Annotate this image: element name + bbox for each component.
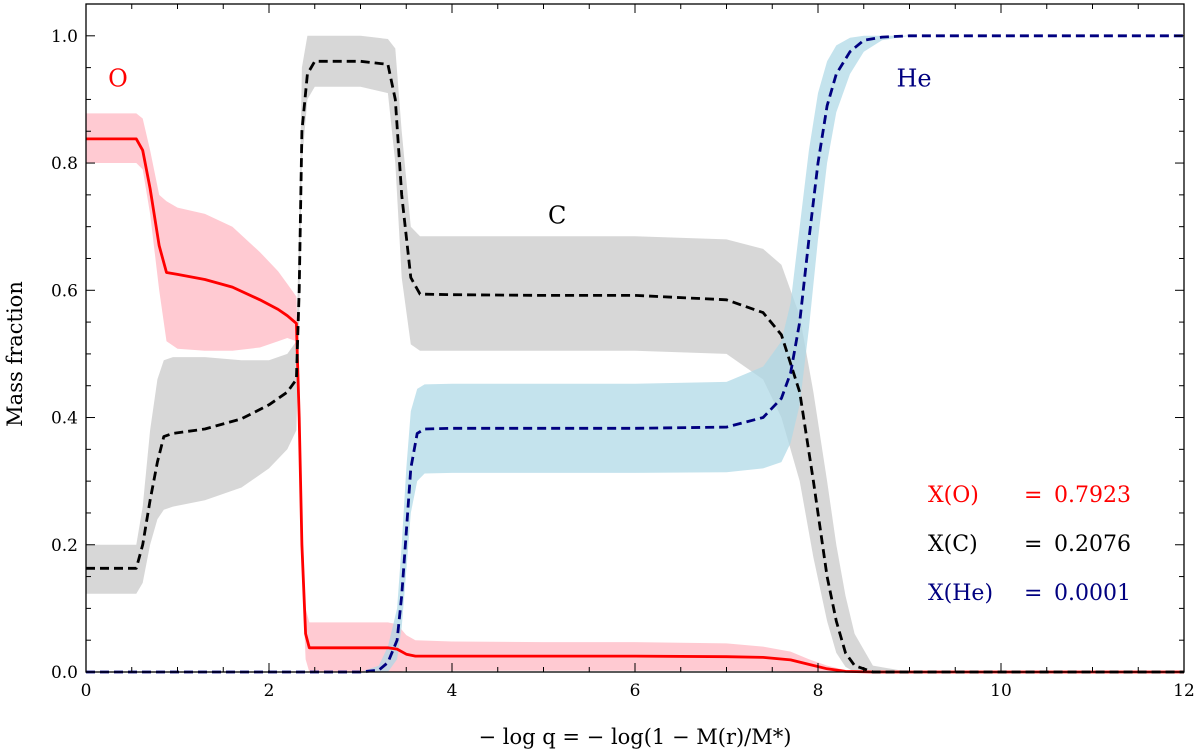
y-axis-title: Mass fraction: [3, 281, 27, 427]
x-tick-label: 2: [264, 681, 275, 701]
x-axis-title: − log q = − log(1 − M(r)/M*): [479, 725, 792, 749]
legend-value-x-o: 0.7923: [1054, 483, 1131, 508]
line-c: [86, 59, 1184, 674]
legend-name-x-he: X(He): [928, 581, 993, 606]
x-tick-label: 6: [630, 681, 641, 701]
y-tick-label: 0.0: [51, 663, 78, 683]
y-tick-label: 0.8: [51, 154, 78, 174]
y-tick-label: 0.2: [51, 536, 78, 556]
legend-equals: =: [1024, 483, 1042, 508]
element-labels: O C He: [108, 65, 931, 230]
band-c: [86, 35, 1184, 673]
x-tick-label: 4: [447, 681, 458, 701]
legend-name-x-o: X(O): [928, 483, 979, 508]
x-tick-label: 10: [990, 681, 1012, 701]
legend-value-x-c: 0.2076: [1054, 532, 1131, 557]
x-tick-label: 0: [81, 681, 92, 701]
series-lines: [86, 34, 1184, 674]
legend-name-x-c: X(C): [928, 532, 978, 557]
element-label-he: He: [897, 65, 932, 93]
element-label-o: O: [108, 65, 128, 93]
y-tick-label: 0.4: [51, 409, 78, 429]
y-tick-label: 0.6: [51, 281, 78, 301]
abundance-legend: X(O) = 0.7923 X(C) = 0.2076 X(He) = 0.0001: [928, 483, 1131, 606]
line-o: [86, 137, 1184, 674]
legend-value-x-he: 0.0001: [1054, 581, 1131, 606]
band-he: [86, 35, 1184, 673]
uncertainty-bands: [86, 35, 1184, 673]
legend-equals: =: [1024, 581, 1042, 606]
x-tick-label: 12: [1173, 681, 1195, 701]
element-label-c: C: [548, 201, 566, 229]
line-he: [86, 34, 1184, 674]
x-tick-label: 8: [813, 681, 824, 701]
axes: 0 2 4 6 8 10 12 0.0 0.2 0.4 0.6 0.8 1.0: [51, 3, 1195, 701]
legend-equals: =: [1024, 532, 1042, 557]
y-tick-label: 1.0: [51, 27, 78, 47]
